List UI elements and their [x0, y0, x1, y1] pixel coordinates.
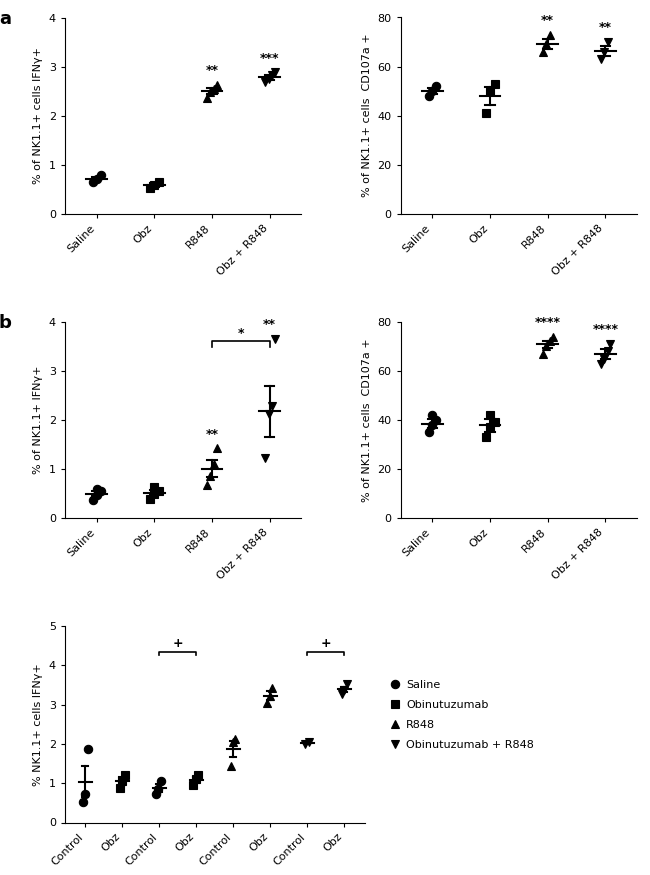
Y-axis label: % NK1.1+ cells IFNγ+: % NK1.1+ cells IFNγ+: [33, 663, 44, 786]
Text: ***: ***: [260, 52, 280, 65]
Text: b: b: [0, 314, 12, 332]
Y-axis label: % of NK1.1+ cells IFNγ+: % of NK1.1+ cells IFNγ+: [33, 47, 44, 184]
Legend: Saline, Obinutuzumab, R848, Obinutuzumab + R848: Saline, Obinutuzumab, R848, Obinutuzumab…: [385, 676, 539, 754]
Text: +: +: [172, 637, 183, 650]
Text: **: **: [541, 14, 554, 27]
Y-axis label: % of NK1.1+ cells  CD107a +: % of NK1.1+ cells CD107a +: [362, 338, 372, 502]
Text: **: **: [205, 65, 218, 77]
Text: **: **: [599, 21, 612, 34]
Text: **: **: [205, 428, 218, 441]
Text: **: **: [263, 318, 276, 331]
Text: +: +: [320, 637, 331, 650]
Y-axis label: % of NK1.1+ IFNγ+: % of NK1.1+ IFNγ+: [33, 366, 44, 474]
Text: ****: ****: [592, 323, 618, 336]
Text: *: *: [238, 326, 244, 340]
Y-axis label: % of NK1.1+ cells  CD107a +: % of NK1.1+ cells CD107a +: [362, 34, 372, 198]
Text: a: a: [0, 10, 11, 28]
Text: ****: ****: [535, 316, 561, 329]
